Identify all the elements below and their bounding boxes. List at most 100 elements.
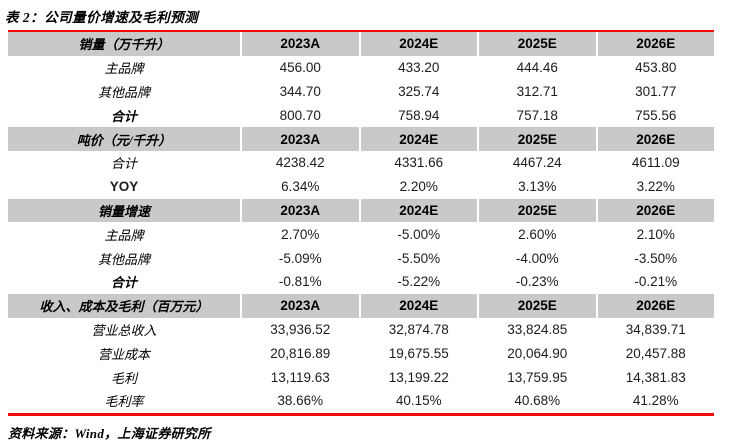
cell-value: 757.18 xyxy=(516,107,558,123)
table-row-total: 合计 800.70 758.94 757.18 755.56 xyxy=(8,103,714,127)
cell-value: 41.28% xyxy=(632,393,679,409)
source-note: 资料来源：Wind，上海证券研究所 xyxy=(8,425,211,441)
column-header-2023a: 2023A xyxy=(242,127,359,151)
table-row: 其他品牌 -5.09% -5.50% -4.00% -3.50% xyxy=(8,246,714,270)
cell-value: -4.00% xyxy=(515,250,559,266)
section-header-row-growth: 销量增速 2023A 2024E 2025E 2026E xyxy=(8,198,714,223)
cell-value: 6.34% xyxy=(281,179,320,195)
section-header-label: 收入、成本及毛利（百万元） xyxy=(8,293,240,318)
cell-value: 312.71 xyxy=(516,83,558,99)
cell-value: -3.50% xyxy=(634,250,678,266)
cell-value: 456.00 xyxy=(279,60,321,76)
cell-value: -0.81% xyxy=(278,274,322,290)
section-header-row-price: 吨价（元/千升） 2023A 2024E 2025E 2026E xyxy=(8,127,714,151)
cell-value: 3.22% xyxy=(636,179,675,195)
cell-value: 32,874.78 xyxy=(388,321,449,337)
cell-value: 344.70 xyxy=(279,83,321,99)
section-header-label: 吨价（元/千升） xyxy=(8,127,240,151)
row-label: 主品牌 xyxy=(104,61,144,77)
cell-value: 433.20 xyxy=(398,60,440,76)
cell-value: 20,064.90 xyxy=(507,345,568,361)
cell-value: 325.74 xyxy=(398,83,440,99)
cell-value: 14,381.83 xyxy=(625,369,686,385)
row-label: 毛利 xyxy=(110,370,137,386)
row-label: 毛利率 xyxy=(104,394,144,410)
row-label: 其他品牌 xyxy=(97,251,150,267)
row-label: 营业总收入 xyxy=(91,322,157,338)
table-row-total: 合计 -0.81% -5.22% -0.23% -0.21% xyxy=(8,270,714,294)
cell-value: -0.23% xyxy=(515,274,559,290)
table-row: 营业成本 20,816.89 19,675.55 20,064.90 20,45… xyxy=(8,341,714,365)
row-label: 主品牌 xyxy=(104,227,144,243)
cell-value: 20,457.88 xyxy=(625,345,686,361)
cell-value: 444.46 xyxy=(516,60,558,76)
column-header-2024e: 2024E xyxy=(360,127,477,151)
column-header-2026e: 2026E xyxy=(597,32,714,56)
section-header-label: 销量（万千升） xyxy=(8,32,240,56)
cell-value: 33,936.52 xyxy=(270,321,331,337)
column-header-2023a: 2023A xyxy=(242,198,359,223)
table-row: 毛利率 38.66% 40.15% 40.68% 41.28% xyxy=(8,389,714,413)
column-header-2025e: 2025E xyxy=(479,198,596,223)
forecast-table: 销量（万千升） 2023A 2024E 2025E 2026E 主品牌 456.… xyxy=(8,30,714,416)
cell-value: 2.20% xyxy=(399,179,438,195)
table-row: 其他品牌 344.70 325.74 312.71 301.77 xyxy=(8,80,714,104)
cell-value: 2.70% xyxy=(281,226,320,242)
row-label: 营业成本 xyxy=(97,346,150,362)
column-header-2025e: 2025E xyxy=(479,32,596,56)
cell-value: 13,759.95 xyxy=(507,369,568,385)
cell-value: -5.22% xyxy=(397,274,441,290)
cell-value: 13,119.63 xyxy=(270,369,330,385)
cell-value: 40.15% xyxy=(395,393,442,409)
cell-value: 40.68% xyxy=(514,393,561,409)
cell-value: 13,199.22 xyxy=(388,369,449,385)
column-header-2023a: 2023A xyxy=(242,32,359,56)
table-row: 主品牌 456.00 433.20 444.46 453.80 xyxy=(8,56,714,80)
cell-value: 20,816.89 xyxy=(270,345,331,361)
column-header-2024e: 2024E xyxy=(360,293,477,318)
cell-value: -5.50% xyxy=(397,250,441,266)
cell-value: 19,675.55 xyxy=(388,345,449,361)
cell-value: 4611.09 xyxy=(631,155,680,171)
cell-value: 38.66% xyxy=(277,393,324,409)
cell-value: 800.70 xyxy=(279,107,321,123)
table-row: 主品牌 2.70% -5.00% 2.60% 2.10% xyxy=(8,222,714,246)
cell-value: -5.09% xyxy=(278,250,322,266)
cell-value: 34,839.71 xyxy=(625,321,686,337)
cell-value: 755.56 xyxy=(635,107,677,123)
table-row: 毛利 13,119.63 13,199.22 13,759.95 14,381.… xyxy=(8,365,714,389)
column-header-2023a: 2023A xyxy=(242,293,359,318)
cell-value: 33,824.85 xyxy=(507,321,568,337)
cell-value: 3.13% xyxy=(518,179,557,195)
cell-value: 4238.42 xyxy=(275,155,325,171)
cell-value: 4331.66 xyxy=(394,155,444,171)
column-header-2026e: 2026E xyxy=(597,127,714,151)
table-title: 表 2：公司量价增速及毛利预测 xyxy=(5,10,199,25)
row-label: 合计 xyxy=(110,156,137,172)
cell-value: 2.60% xyxy=(518,226,557,242)
table-row-yoy: YOY 6.34% 2.20% 3.13% 3.22% xyxy=(8,175,714,199)
section-header-row-volume: 销量（万千升） 2023A 2024E 2025E 2026E xyxy=(8,32,714,56)
row-label: 其他品牌 xyxy=(97,84,150,100)
cell-value: -0.21% xyxy=(634,274,678,290)
cell-value: 301.77 xyxy=(635,83,677,99)
cell-value: 453.80 xyxy=(635,60,677,76)
table-row: 合计 4238.42 4331.66 4467.24 4611.09 xyxy=(8,151,714,175)
cell-value: -5.00% xyxy=(397,226,441,242)
row-label: 合计 xyxy=(110,275,137,291)
column-header-2025e: 2025E xyxy=(479,127,596,151)
column-header-2025e: 2025E xyxy=(479,293,596,318)
table-row: 营业总收入 33,936.52 32,874.78 33,824.85 34,8… xyxy=(8,318,714,342)
cell-value: 4467.24 xyxy=(512,155,562,171)
section-header-label: 销量增速 xyxy=(8,198,240,223)
column-header-2024e: 2024E xyxy=(360,198,477,223)
row-label: 合计 xyxy=(110,108,137,124)
cell-value: 758.94 xyxy=(398,107,440,123)
section-header-row-profit: 收入、成本及毛利（百万元） 2023A 2024E 2025E 2026E xyxy=(8,293,714,318)
column-header-2026e: 2026E xyxy=(597,198,714,223)
column-header-2026e: 2026E xyxy=(597,293,714,318)
column-header-2024e: 2024E xyxy=(360,32,477,56)
row-label: YOY xyxy=(109,179,139,195)
cell-value: 2.10% xyxy=(636,226,675,242)
